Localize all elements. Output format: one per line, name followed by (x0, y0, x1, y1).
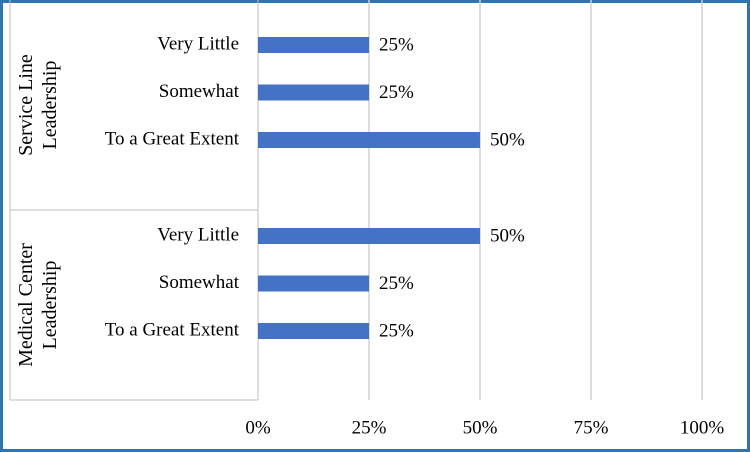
bar (258, 228, 480, 244)
x-tick-label: 25% (352, 417, 387, 438)
data-label: 50% (490, 225, 525, 246)
bar (258, 275, 369, 292)
bar (258, 84, 369, 101)
data-label: 25% (379, 82, 414, 103)
group-label: Medical Center Leadership (15, 243, 61, 367)
bar (258, 323, 369, 339)
bar (258, 132, 480, 148)
y-tick-label: To a Great Extent (105, 319, 240, 340)
bar (258, 37, 369, 53)
y-tick-label: Very Little (157, 33, 239, 54)
data-label: 50% (490, 129, 525, 150)
x-tick-label: 0% (245, 417, 271, 438)
group-label: Service Line Leadership (15, 54, 61, 156)
y-tick-label: Somewhat (159, 272, 240, 293)
x-tick-label: 50% (463, 417, 498, 438)
data-label: 25% (379, 273, 414, 294)
y-tick-label: To a Great Extent (105, 128, 240, 149)
data-label: 25% (379, 34, 414, 55)
data-label: 25% (379, 320, 414, 341)
y-tick-label: Very Little (157, 224, 239, 245)
x-tick-label: 75% (574, 417, 609, 438)
x-tick-label: 100% (680, 417, 725, 438)
y-tick-label: Somewhat (159, 81, 240, 102)
